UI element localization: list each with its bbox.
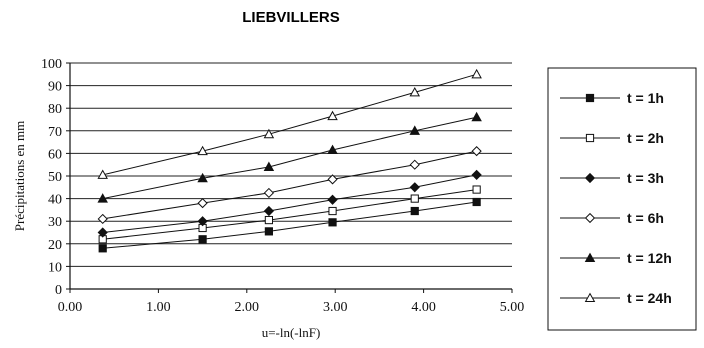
data-point-4-3 xyxy=(263,187,275,199)
gridlines xyxy=(70,62,512,267)
data-point-4-2 xyxy=(197,198,208,209)
data-point-5-5 xyxy=(409,125,421,135)
x-axis-label: u=-ln(-lnF) xyxy=(262,325,321,340)
data-point-5-1 xyxy=(97,193,108,203)
legend-label-5: t = 12h xyxy=(627,250,672,266)
legend-label-6: t = 24h xyxy=(627,290,672,306)
series-6 xyxy=(97,68,482,179)
series-line-3 xyxy=(102,174,477,233)
legend-item-5: t = 12h xyxy=(560,250,672,266)
series-line-4 xyxy=(102,150,477,220)
data-point-1-3 xyxy=(264,227,273,236)
data-point-3-3 xyxy=(263,205,275,217)
data-point-1-4 xyxy=(328,218,337,227)
chart-title: LIEBVILLERS xyxy=(242,9,340,26)
data-point-2-5 xyxy=(410,194,419,203)
legend-label-3: t = 3h xyxy=(627,170,664,186)
data-point-4-4 xyxy=(327,174,338,185)
data-point-6-5 xyxy=(409,86,421,97)
legend-marker-3 xyxy=(584,172,596,184)
legend-item-3: t = 3h xyxy=(560,170,664,186)
data-point-6-1 xyxy=(97,169,108,179)
legend: t = 1h t = 2h t = 3h t = 6h t = 12h t = 24h xyxy=(547,67,697,331)
data-point-1-1 xyxy=(98,244,107,253)
series-3 xyxy=(97,169,482,238)
x-tick-label-5.00: 5.00 xyxy=(500,300,525,315)
data-point-3-6 xyxy=(471,169,482,180)
x-tick-label-1.00: 1.00 xyxy=(146,300,171,315)
data-point-5-4 xyxy=(327,144,338,155)
legend-marker-6 xyxy=(584,292,596,303)
legend-marker-2 xyxy=(585,133,595,143)
legend-item-4: t = 6h xyxy=(560,210,664,226)
data-point-6-2 xyxy=(197,145,208,156)
y-tick-label-40: 40 xyxy=(48,193,62,208)
y-tick-label-10: 10 xyxy=(48,260,62,275)
series-1 xyxy=(98,197,481,253)
legend-marker-4 xyxy=(584,212,596,224)
x-axis-ticks: 0.00 1.00 2.00 3.00 4.00 5.00 xyxy=(58,289,525,315)
x-tick-label-3.00: 3.00 xyxy=(323,300,348,315)
legend-frame xyxy=(547,67,697,331)
legend-marker-5 xyxy=(584,252,596,263)
legend-label-4: t = 6h xyxy=(627,210,664,226)
series-line-2 xyxy=(102,189,477,240)
y-tick-label-50: 50 xyxy=(48,170,62,185)
series-5 xyxy=(97,111,482,203)
data-point-4-5 xyxy=(409,159,420,170)
data-point-2-6 xyxy=(472,185,481,194)
legend-item-6: t = 24h xyxy=(560,290,672,306)
data-point-5-3 xyxy=(263,161,275,171)
legend-marker-1 xyxy=(585,93,595,103)
data-point-4-1 xyxy=(97,213,108,225)
series-group xyxy=(97,68,482,253)
data-point-3-1 xyxy=(97,227,108,238)
y-tick-label-80: 80 xyxy=(48,102,62,117)
legend-label-1: t = 1h xyxy=(627,90,664,106)
data-point-4-6 xyxy=(471,146,482,157)
y-tick-label-100: 100 xyxy=(41,57,62,72)
y-tick-label-20: 20 xyxy=(48,238,62,253)
data-point-3-5 xyxy=(409,182,420,193)
data-point-2-4 xyxy=(328,206,337,216)
x-tick-label-2.00: 2.00 xyxy=(235,300,260,315)
data-point-1-2 xyxy=(198,235,207,244)
series-line-5 xyxy=(102,116,477,200)
y-axis-label: Précipitations en mm xyxy=(12,121,27,231)
y-tick-label-60: 60 xyxy=(48,147,62,162)
legend-item-1: t = 1h xyxy=(560,90,664,106)
series-4 xyxy=(97,146,482,225)
y-tick-label-30: 30 xyxy=(48,215,62,230)
data-point-5-2 xyxy=(197,172,208,183)
data-point-3-2 xyxy=(197,216,208,227)
x-tick-label-4.00: 4.00 xyxy=(411,300,436,315)
data-point-2-3 xyxy=(264,215,273,225)
series-line-6 xyxy=(102,73,477,176)
x-tick-label-0.00: 0.00 xyxy=(58,300,83,315)
data-point-1-5 xyxy=(410,206,419,216)
legend-item-2: t = 2h xyxy=(560,130,664,146)
y-tick-label-70: 70 xyxy=(48,125,62,140)
series-2 xyxy=(98,185,481,244)
y-tick-label-90: 90 xyxy=(48,80,62,95)
data-point-5-6 xyxy=(471,111,482,122)
legend-label-2: t = 2h xyxy=(627,130,664,146)
data-point-6-6 xyxy=(471,68,482,79)
y-tick-label-0: 0 xyxy=(55,283,62,298)
data-point-6-4 xyxy=(327,110,338,121)
y-axis-ticks: 0 10 20 30 40 50 60 70 80 90 100 xyxy=(41,57,70,298)
data-point-6-3 xyxy=(263,128,275,139)
data-point-1-6 xyxy=(472,197,481,207)
data-point-3-4 xyxy=(327,194,338,205)
series-line-1 xyxy=(102,201,477,249)
